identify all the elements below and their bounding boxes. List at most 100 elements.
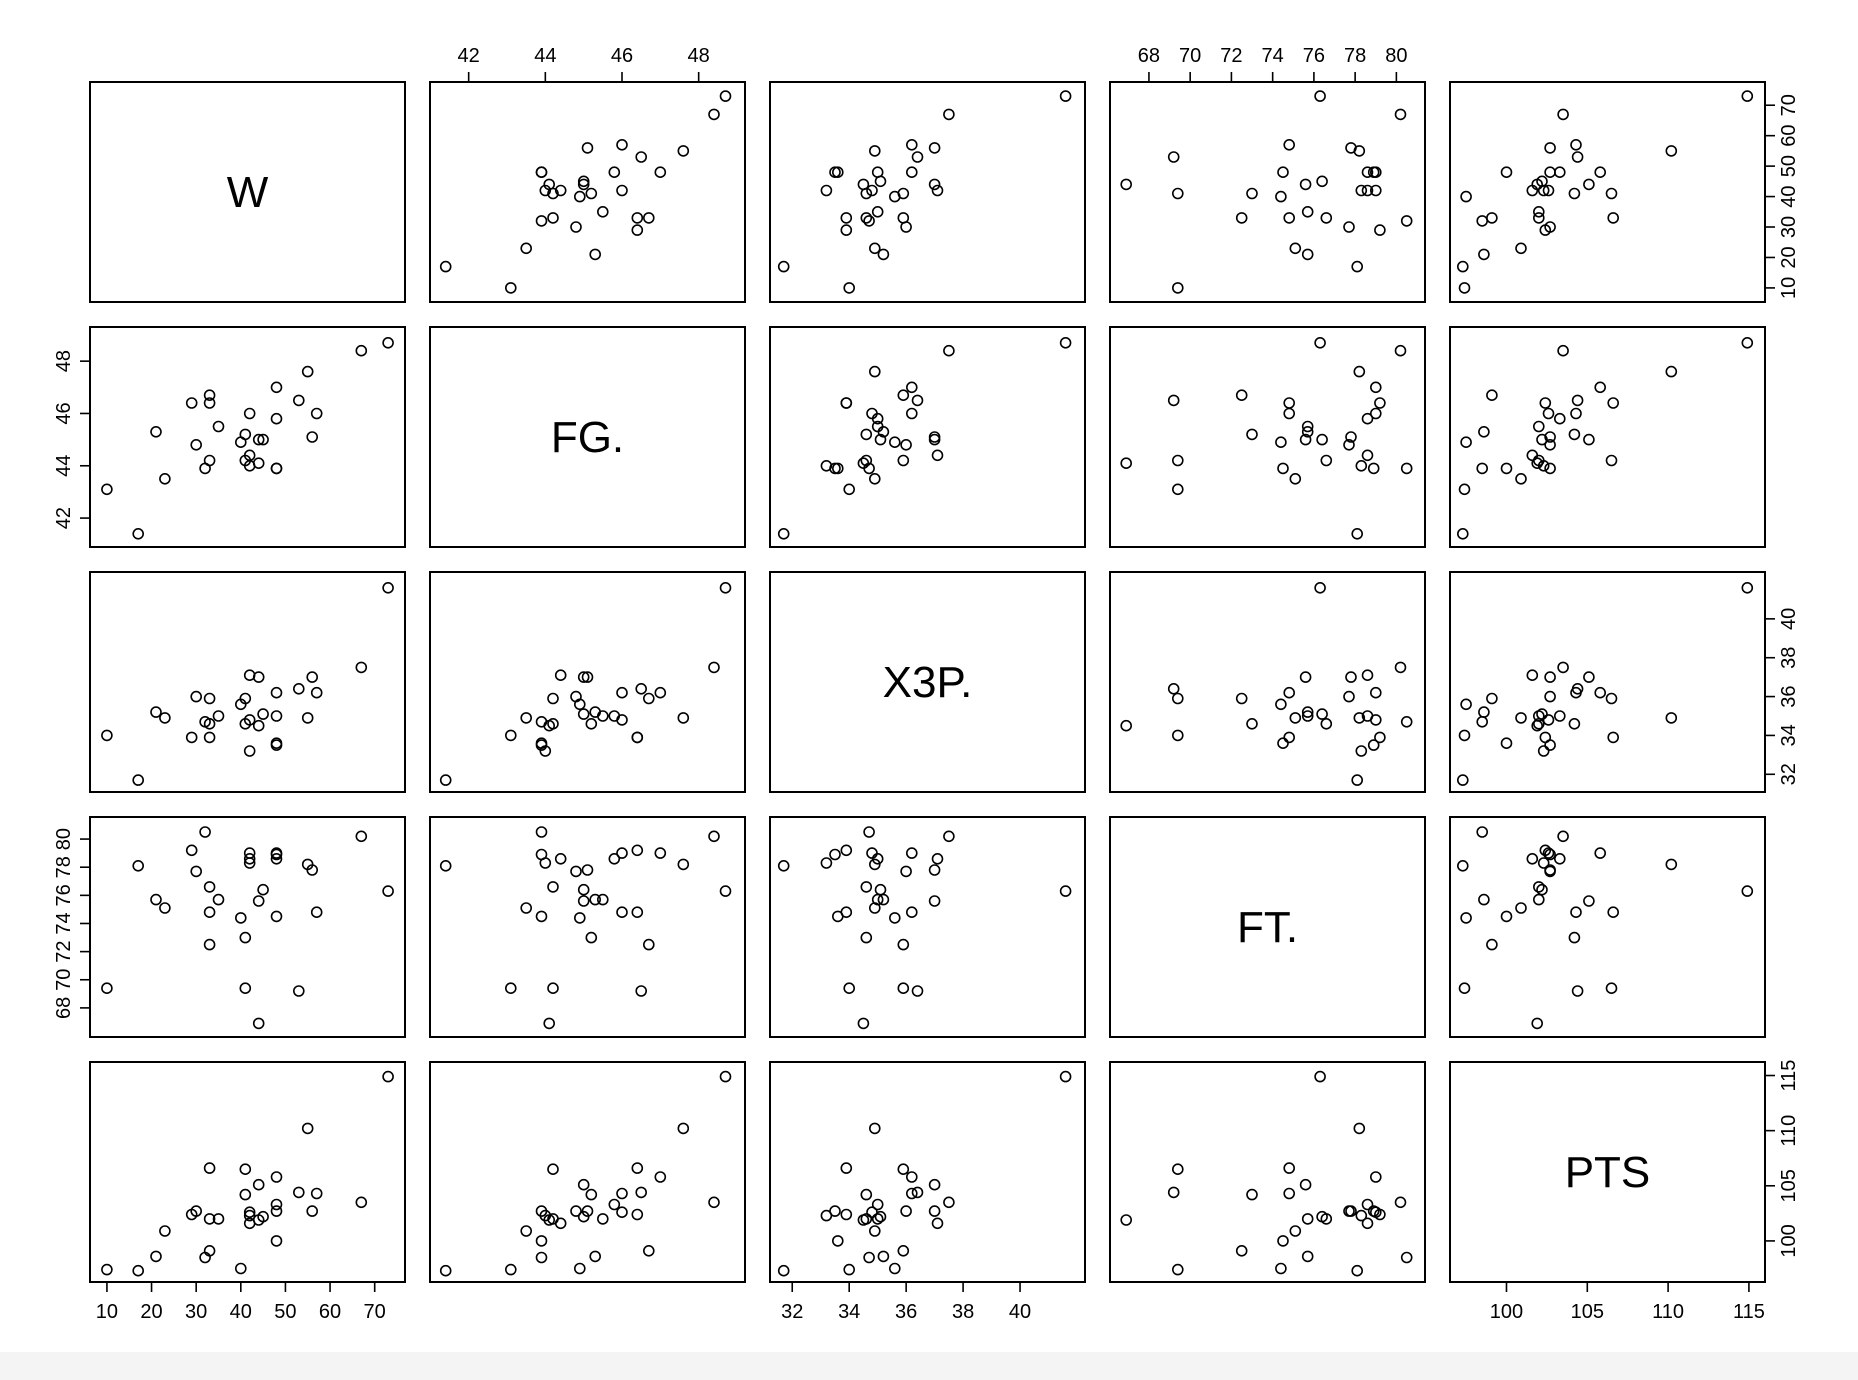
data-point [708, 1196, 720, 1209]
data-point [1374, 397, 1386, 409]
data-point [1172, 483, 1184, 496]
data-point [1557, 661, 1569, 674]
data-point [1059, 336, 1072, 349]
data-point [860, 1213, 873, 1225]
data-point [1314, 1070, 1326, 1083]
data-point [589, 893, 602, 906]
data-point [1120, 457, 1132, 470]
data-point [863, 1251, 875, 1264]
data-point [1316, 433, 1328, 446]
tick-label: 110 [1778, 1115, 1800, 1147]
data-point [1400, 1251, 1413, 1264]
data-point [1172, 187, 1184, 200]
data-point [1367, 739, 1380, 751]
data-point [239, 931, 252, 944]
data-point [570, 690, 582, 703]
data-point [270, 686, 283, 699]
data-point [577, 1210, 590, 1223]
data-point [1533, 420, 1545, 433]
data-point [243, 852, 256, 865]
tick-label: 48 [688, 45, 710, 67]
data-point [1478, 248, 1490, 261]
data-point [708, 830, 720, 843]
data-point [905, 166, 918, 178]
data-point [252, 1178, 265, 1191]
data-point [860, 428, 873, 441]
data-point [1515, 242, 1527, 255]
data-point [866, 1206, 878, 1218]
tick-label: 30 [1778, 216, 1800, 238]
data-point [270, 412, 283, 425]
data-point [1476, 826, 1488, 838]
tick-label: 44 [534, 45, 556, 67]
data-point [843, 1263, 856, 1276]
panel-frame [89, 816, 406, 1038]
data-point [1246, 187, 1258, 200]
data-point [1299, 1178, 1312, 1191]
data-point [1583, 895, 1595, 907]
panel-frame [769, 81, 1086, 303]
data-point [1665, 145, 1678, 157]
data-point [539, 745, 552, 757]
data-point [1741, 885, 1754, 897]
data-point [820, 184, 833, 197]
data-point [911, 1186, 924, 1199]
data-point [235, 436, 247, 449]
data-point [535, 910, 548, 923]
data-point [928, 433, 941, 446]
data-point [1301, 248, 1314, 261]
data-point [631, 906, 644, 919]
data-point [243, 745, 256, 757]
data-point [270, 739, 283, 751]
data-point [843, 982, 856, 995]
tick-label: 40 [230, 1301, 252, 1323]
data-point [897, 938, 910, 951]
data-point [292, 985, 305, 997]
data-point [1301, 1213, 1314, 1225]
data-point [1554, 710, 1566, 722]
tick-label: 32 [781, 1301, 803, 1323]
data-point [829, 166, 841, 178]
data-point [1283, 397, 1295, 409]
panel-frame [89, 81, 406, 303]
data-point [257, 883, 269, 896]
data-point [1568, 187, 1581, 200]
data-point [1277, 166, 1289, 178]
tick-label: 32 [1778, 763, 1800, 785]
data-point [150, 425, 162, 438]
data-point [520, 1225, 533, 1237]
panel-frame [769, 326, 1086, 548]
data-point [931, 184, 944, 197]
data-point [871, 1213, 884, 1225]
data-point [1394, 108, 1407, 121]
data-point [1594, 381, 1606, 394]
data-point [1361, 1198, 1374, 1211]
panel-frame [769, 816, 1086, 1038]
panel-frame [89, 571, 406, 793]
data-point [866, 184, 878, 197]
data-point [1275, 698, 1287, 711]
data-point [654, 847, 667, 859]
data-point [589, 1250, 602, 1263]
tick-label: 40 [1778, 185, 1800, 207]
data-point [1283, 1187, 1295, 1200]
data-point [199, 826, 211, 838]
data-point [1353, 712, 1366, 724]
data-point [585, 187, 598, 200]
data-point [868, 242, 881, 255]
data-point [270, 381, 283, 394]
data-point [1554, 852, 1566, 865]
data-point [596, 206, 609, 218]
data-point [635, 151, 648, 163]
data-point [203, 731, 216, 744]
data-point [577, 175, 590, 188]
data-point [1542, 714, 1555, 726]
data-point [1299, 671, 1312, 683]
data-point [1301, 1250, 1314, 1263]
data-point [596, 893, 609, 906]
data-point [1355, 184, 1368, 197]
data-point [1172, 282, 1184, 294]
data-point [1607, 212, 1619, 224]
data-point [1458, 729, 1471, 742]
data-point [1172, 1163, 1184, 1175]
